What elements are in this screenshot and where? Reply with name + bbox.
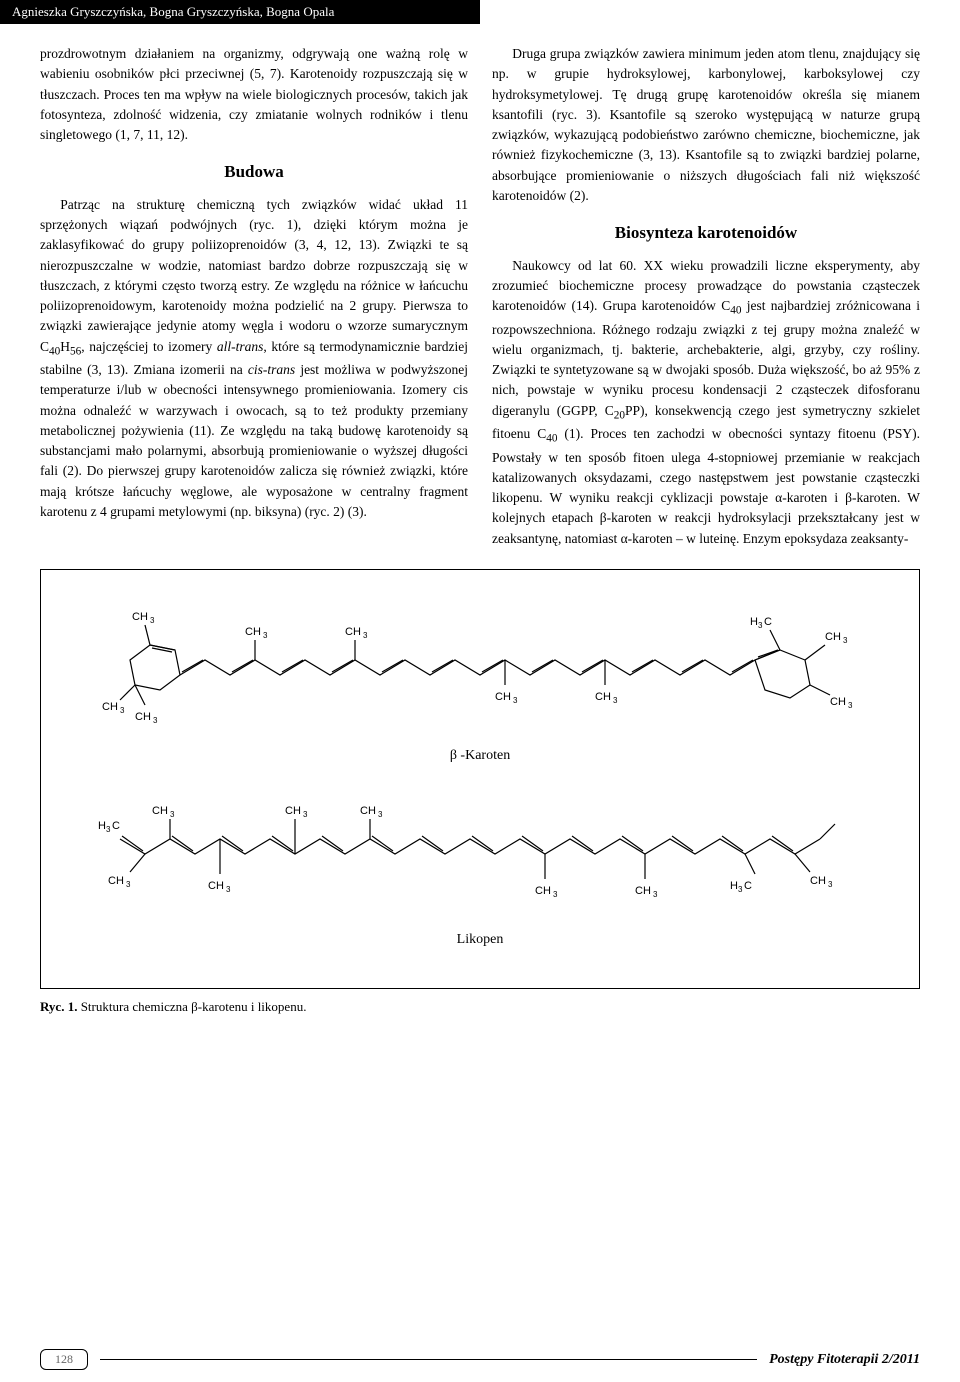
left-p2g: jest możliwa w podwyższonej temperaturze… <box>40 362 468 519</box>
svg-text:3: 3 <box>653 890 658 899</box>
sub-40b: 40 <box>546 433 557 445</box>
two-column-content: prozdrowotnym działaniem na organizmy, o… <box>0 24 960 549</box>
sub-56: 56 <box>70 345 81 357</box>
svg-text:3: 3 <box>150 616 155 625</box>
right-p2: Naukowcy od lat 60. XX wieku prowadzili … <box>492 256 920 549</box>
sub-40a: 40 <box>730 305 741 317</box>
left-p2a: Patrząc na strukturę chemiczną tych zwią… <box>40 197 468 354</box>
figure-caption: Ryc. 1. Struktura chemiczna β-karotenu i… <box>40 999 920 1015</box>
svg-text:3: 3 <box>170 810 175 819</box>
svg-text:3: 3 <box>378 810 383 819</box>
svg-text:3: 3 <box>303 810 308 819</box>
svg-text:CH: CH <box>825 631 841 643</box>
svg-text:CH: CH <box>535 885 551 897</box>
svg-text:CH: CH <box>495 691 511 703</box>
heading-budowa: Budowa <box>40 159 468 185</box>
svg-text:3: 3 <box>843 636 848 645</box>
figure-area: CH3 CH3 CH3 CH3 CH3 CH3 CH3 H3C CH3 CH3 … <box>0 549 960 1015</box>
svg-text:3: 3 <box>738 885 743 894</box>
figure-caption-text: Struktura chemiczna β-karotenu i likopen… <box>77 999 306 1014</box>
svg-text:CH: CH <box>152 805 168 817</box>
svg-text:C: C <box>744 880 752 892</box>
svg-text:3: 3 <box>263 631 268 640</box>
footer-rule <box>100 1359 757 1360</box>
header-authors: Agnieszka Gryszczyńska, Bogna Gryszczyńs… <box>12 4 334 19</box>
svg-text:CH: CH <box>595 691 611 703</box>
page-number: 128 <box>40 1349 88 1370</box>
svg-text:CH: CH <box>360 805 376 817</box>
sub-20: 20 <box>614 409 625 421</box>
footer-journal: Postępy Fitoterapii 2/2011 <box>769 1352 920 1368</box>
svg-text:H: H <box>98 820 106 832</box>
svg-text:3: 3 <box>106 825 111 834</box>
svg-text:3: 3 <box>363 631 368 640</box>
svg-text:H: H <box>730 880 738 892</box>
svg-text:C: C <box>764 616 772 628</box>
svg-text:3: 3 <box>828 880 833 889</box>
beta-carotene-label: β -Karoten <box>61 748 899 764</box>
left-p2c: , najczęściej to izomery <box>81 339 217 354</box>
svg-text:CH: CH <box>208 880 224 892</box>
svg-text:3: 3 <box>513 696 518 705</box>
svg-text:C: C <box>112 820 120 832</box>
left-p2f-italic: cis-trans <box>248 362 295 377</box>
figure-caption-bold: Ryc. 1. <box>40 999 77 1014</box>
svg-text:CH: CH <box>345 626 361 638</box>
sub-40: 40 <box>49 345 60 357</box>
svg-text:3: 3 <box>553 890 558 899</box>
svg-text:CH: CH <box>135 711 151 723</box>
svg-text:3: 3 <box>848 701 853 710</box>
left-p2b: H <box>60 339 70 354</box>
svg-text:3: 3 <box>613 696 618 705</box>
svg-text:CH: CH <box>132 611 148 623</box>
svg-text:CH: CH <box>108 875 124 887</box>
svg-text:3: 3 <box>758 621 763 630</box>
header-authors-bar: Agnieszka Gryszczyńska, Bogna Gryszczyńs… <box>0 0 480 24</box>
page-footer: 128 Postępy Fitoterapii 2/2011 <box>0 1343 960 1382</box>
right-p2b: jest najbardziej zróżnicowana i rozpowsz… <box>492 298 920 418</box>
svg-text:3: 3 <box>126 880 131 889</box>
left-column: prozdrowotnym działaniem na organizmy, o… <box>40 44 468 549</box>
lycopene-structure: H3C CH3 CH3 CH3 CH3 CH3 CH3 CH3 H3C CH3 <box>90 784 870 924</box>
lycopene-label: Likopen <box>61 932 899 948</box>
svg-text:CH: CH <box>635 885 651 897</box>
heading-biosynteza: Biosynteza karotenoidów <box>492 220 920 246</box>
svg-text:CH: CH <box>245 626 261 638</box>
left-p2d-italic: all-trans <box>217 339 264 354</box>
svg-text:CH: CH <box>810 875 826 887</box>
svg-text:CH: CH <box>102 701 118 713</box>
figure-box: CH3 CH3 CH3 CH3 CH3 CH3 CH3 H3C CH3 CH3 … <box>40 569 920 989</box>
left-p1: prozdrowotnym działaniem na organizmy, o… <box>40 44 468 145</box>
svg-text:3: 3 <box>120 706 125 715</box>
svg-text:H: H <box>750 616 758 628</box>
svg-text:3: 3 <box>226 885 231 894</box>
svg-text:CH: CH <box>285 805 301 817</box>
right-p1: Druga grupa związków zawiera minimum jed… <box>492 44 920 206</box>
left-p2: Patrząc na strukturę chemiczną tych zwią… <box>40 195 468 522</box>
svg-text:CH: CH <box>830 696 846 708</box>
beta-carotene-structure: CH3 CH3 CH3 CH3 CH3 CH3 CH3 H3C CH3 CH3 <box>90 590 870 740</box>
right-column: Druga grupa związków zawiera minimum jed… <box>492 44 920 549</box>
svg-text:3: 3 <box>153 716 158 725</box>
